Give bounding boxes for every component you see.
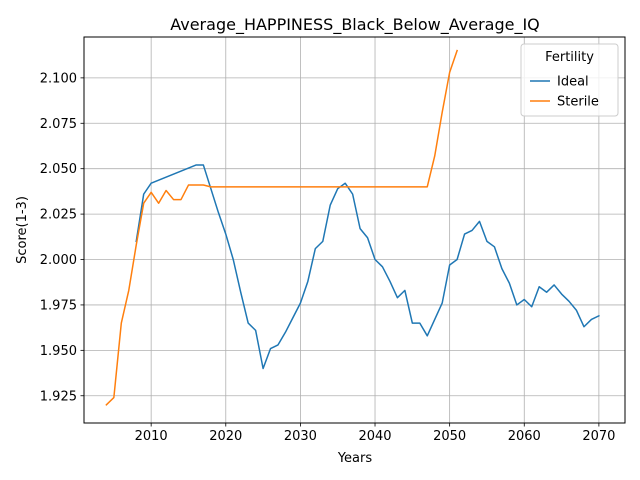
legend-title: Fertility — [545, 50, 594, 65]
y-axis-label: Score(1-3) — [15, 196, 30, 264]
y-tick-label: 1.950 — [40, 344, 77, 359]
x-tick-label: 2010 — [135, 429, 168, 444]
y-tick-label: 2.000 — [40, 253, 77, 268]
y-tick-label: 2.075 — [40, 117, 77, 132]
x-tick-label: 2040 — [358, 429, 391, 444]
legend-label-sterile: Sterile — [557, 95, 599, 110]
x-axis-label: Years — [337, 451, 373, 466]
y-tick-label: 1.925 — [40, 389, 77, 404]
y-tick-label: 2.050 — [40, 162, 77, 177]
legend-label-ideal: Ideal — [557, 75, 589, 90]
legend: Fertility Ideal Sterile — [521, 44, 618, 116]
y-tick-label: 2.025 — [40, 208, 77, 223]
chart-title: Average_HAPPINESS_Black_Below_Average_IQ — [170, 15, 540, 35]
x-tick-label: 2020 — [209, 429, 242, 444]
y-tick-label: 2.100 — [40, 71, 77, 86]
x-tick-label: 2070 — [582, 429, 615, 444]
y-tick-label: 1.975 — [40, 298, 77, 313]
x-tick-label: 2060 — [508, 429, 541, 444]
x-tick-label: 2050 — [433, 429, 466, 444]
x-tick-label: 2030 — [284, 429, 317, 444]
